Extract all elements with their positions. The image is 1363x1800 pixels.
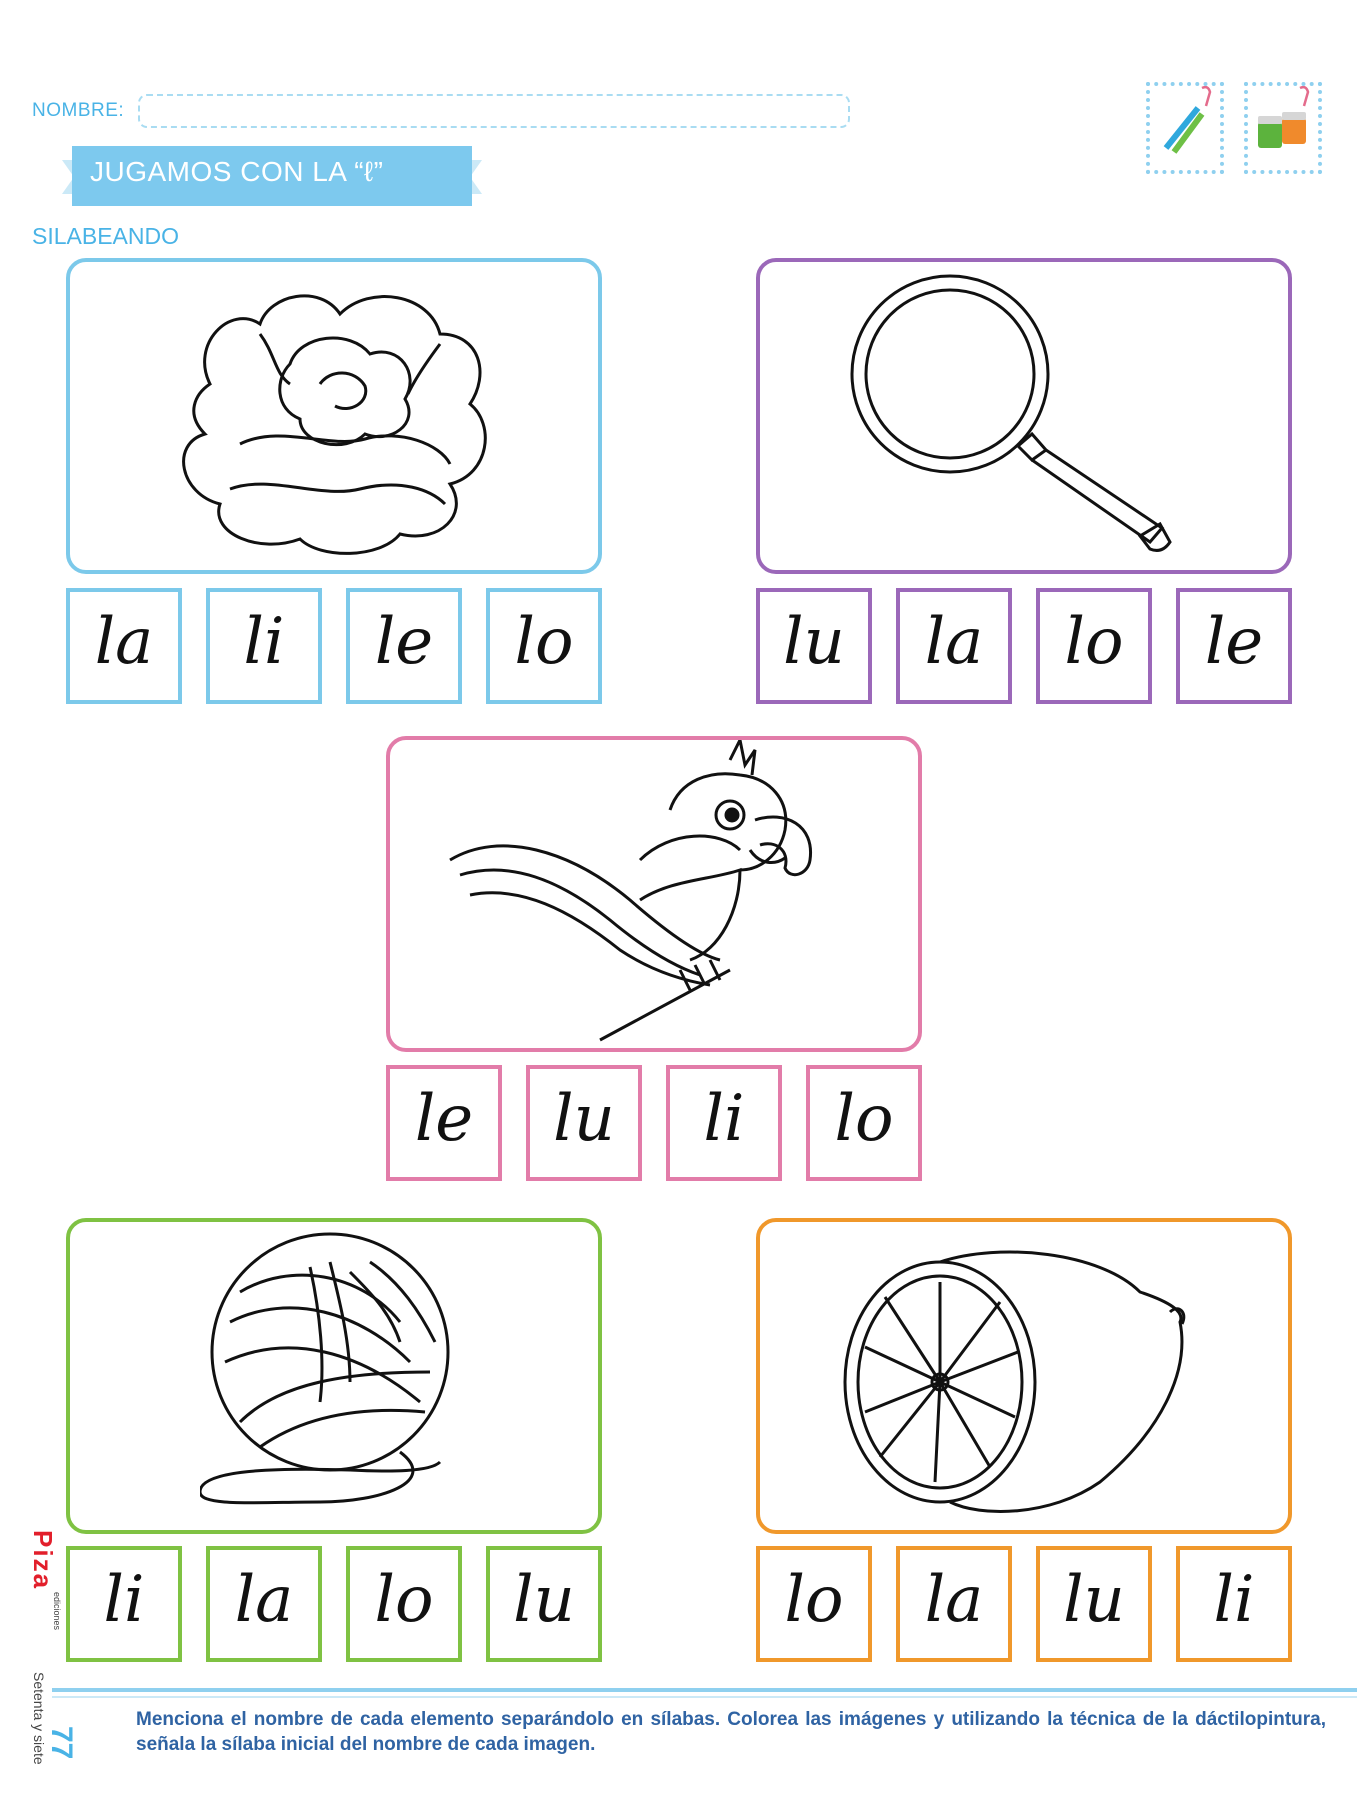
lettuce-icon (182, 294, 487, 555)
footer-rule-thin (52, 1696, 1357, 1698)
syllable-box[interactable]: le (346, 588, 462, 704)
page-number: 77 (45, 1726, 78, 1760)
name-field[interactable] (138, 94, 850, 128)
syllable-box[interactable]: la (896, 588, 1012, 704)
parrot-icon (449, 740, 813, 1042)
paint-jars-icon (1244, 82, 1322, 174)
image-card-magnifying-glass (756, 258, 1292, 574)
instructions: Menciona el nombre de cada elemento sepa… (136, 1709, 1326, 1755)
syllable-box[interactable]: le (386, 1065, 502, 1181)
image-card-yarn-ball (66, 1218, 602, 1534)
section-title: SILABEANDO (32, 223, 179, 249)
syllable-box[interactable]: la (206, 1546, 322, 1662)
syllable-box[interactable]: li (666, 1065, 782, 1181)
page-title: JUGAMOS CON LA “ℓ” (90, 156, 384, 187)
image-card-lemon (756, 1218, 1292, 1534)
syllable-box[interactable]: lo (1036, 588, 1152, 704)
syllable-box[interactable]: lo (346, 1546, 462, 1662)
syllable-box[interactable]: lo (806, 1065, 922, 1181)
magnifying-glass-icon (850, 274, 1172, 552)
image-card-lettuce (66, 258, 602, 574)
lemon-half-icon (843, 1250, 1186, 1514)
publisher-subtitle: ediciones (52, 1592, 62, 1631)
syllable-box[interactable]: le (1176, 588, 1292, 704)
syllable-box[interactable]: lo (756, 1546, 872, 1662)
syllable-box[interactable]: li (1176, 1546, 1292, 1662)
colored-pencils-icon (1146, 82, 1224, 174)
syllable-box[interactable]: lu (756, 588, 872, 704)
publisher-logo: Piza (28, 1530, 58, 1591)
syllable-box[interactable]: li (66, 1546, 182, 1662)
syllable-box[interactable]: lu (486, 1546, 602, 1662)
syllable-box[interactable]: lu (526, 1065, 642, 1181)
name-label: NOMBRE: (32, 100, 125, 121)
title-banner (62, 146, 482, 206)
syllable-box[interactable]: lu (1036, 1546, 1152, 1662)
image-card-parrot (386, 736, 922, 1052)
syllable-box[interactable]: lo (486, 588, 602, 704)
syllable-box[interactable]: li (206, 588, 322, 704)
yarn-ball-icon (200, 1232, 450, 1505)
syllable-box[interactable]: la (66, 588, 182, 704)
footer-rule (52, 1688, 1357, 1692)
syllable-box[interactable]: la (896, 1546, 1012, 1662)
